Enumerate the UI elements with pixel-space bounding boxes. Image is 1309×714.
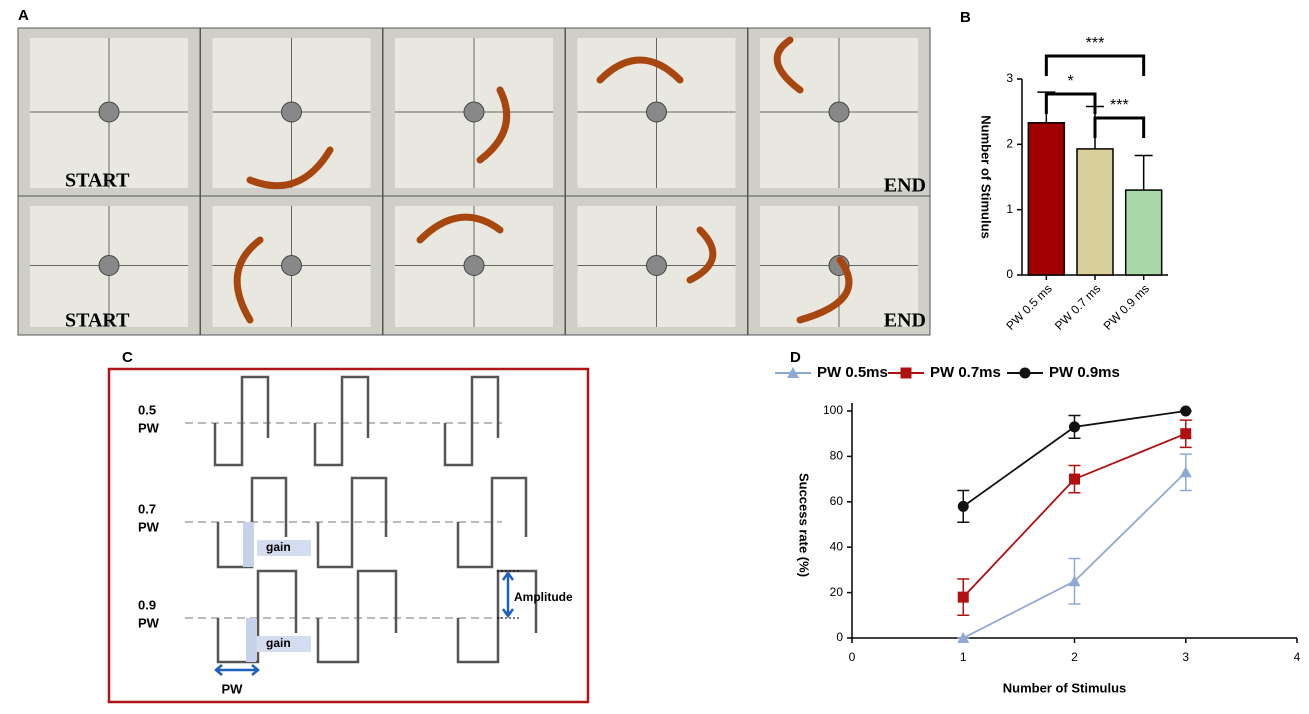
row-label: PW bbox=[138, 420, 160, 435]
pw-label: PW bbox=[222, 681, 244, 696]
y-tick-label: 40 bbox=[830, 539, 844, 553]
gain-shade bbox=[243, 522, 253, 567]
bar bbox=[1028, 123, 1064, 275]
legend-label: PW 0.9ms bbox=[1049, 364, 1120, 381]
arena-center bbox=[829, 102, 849, 122]
row-label: 0.5 bbox=[138, 402, 156, 417]
amplitude-label: Amplitude bbox=[514, 590, 573, 604]
y-tick-label: 0 bbox=[1006, 267, 1013, 281]
panel-c-frame bbox=[109, 369, 588, 702]
y-tick-label: 3 bbox=[1006, 71, 1013, 85]
x-axis-label: Number of Stimulus bbox=[1003, 680, 1127, 695]
significance-label: *** bbox=[1110, 97, 1129, 114]
significance-bracket bbox=[1046, 94, 1095, 114]
row-label: 0.9 bbox=[138, 597, 156, 612]
panel-letter: B bbox=[960, 9, 971, 26]
y-tick-label: 80 bbox=[830, 449, 844, 463]
point bbox=[1180, 466, 1192, 477]
x-tick-label: 3 bbox=[1182, 650, 1189, 664]
x-tick-label: 4 bbox=[1294, 650, 1301, 664]
series-line bbox=[963, 472, 1186, 638]
y-axis-label: Number of Stimulus bbox=[979, 115, 994, 239]
panel-letter: C bbox=[122, 349, 133, 366]
photo-grid bbox=[18, 28, 930, 335]
y-tick-label: 100 bbox=[823, 403, 843, 417]
point bbox=[1069, 474, 1080, 485]
x-tick-label: 2 bbox=[1071, 650, 1078, 664]
x-tick-label: PW 0.7 ms bbox=[1052, 281, 1103, 332]
y-tick-label: 20 bbox=[830, 585, 844, 599]
y-axis-label: Success rate (%) bbox=[797, 473, 812, 577]
arena-center bbox=[99, 256, 119, 276]
x-tick-label: PW 0.5 ms bbox=[1003, 281, 1054, 332]
arena-center bbox=[647, 102, 667, 122]
y-tick-label: 2 bbox=[1006, 137, 1013, 151]
arena-center bbox=[464, 256, 484, 276]
page: { "panel_letters": ["A", "B", "C", "D"],… bbox=[0, 0, 1309, 709]
x-tick-label: 1 bbox=[960, 650, 967, 664]
arena-center bbox=[647, 256, 667, 276]
gain-shade bbox=[246, 618, 256, 662]
significance-label: *** bbox=[1086, 35, 1105, 52]
panel-letter: D bbox=[790, 349, 801, 366]
panel-letter: A bbox=[18, 7, 29, 24]
arena-center bbox=[282, 102, 302, 122]
bar bbox=[1126, 190, 1162, 275]
photo-label: END bbox=[884, 310, 926, 332]
y-tick-label: 1 bbox=[1006, 202, 1013, 216]
photo-label: START bbox=[65, 310, 130, 332]
arena-center bbox=[282, 256, 302, 276]
y-tick-label: 60 bbox=[830, 494, 844, 508]
x-tick-label: 0 bbox=[849, 650, 856, 664]
legend-label: PW 0.5ms bbox=[817, 364, 888, 381]
figure: A B C D START END START END 0.5 PW 0.7 PW 0.9 PW gain g… bbox=[0, 0, 1309, 709]
point bbox=[958, 592, 969, 603]
error-bar bbox=[1135, 155, 1153, 190]
point bbox=[1069, 421, 1080, 432]
photo-label: START bbox=[65, 170, 130, 192]
gain-label: gain bbox=[266, 540, 291, 554]
bar bbox=[1077, 149, 1113, 275]
x-tick-label: PW 0.9 ms bbox=[1101, 281, 1152, 332]
photo-label: END bbox=[884, 175, 926, 197]
significance-bracket bbox=[1046, 56, 1143, 76]
significance-bracket bbox=[1095, 118, 1144, 138]
legend-label: PW 0.7ms bbox=[930, 364, 1001, 381]
legend-marker bbox=[901, 368, 912, 379]
point bbox=[1180, 406, 1191, 417]
point bbox=[1180, 428, 1191, 439]
row-label: PW bbox=[138, 615, 160, 630]
row-label: 0.7 bbox=[138, 501, 156, 516]
legend-marker bbox=[1020, 368, 1031, 379]
arena-center bbox=[464, 102, 484, 122]
gain-label: gain bbox=[266, 636, 291, 650]
y-tick-label: 0 bbox=[836, 630, 843, 644]
significance-label: * bbox=[1068, 73, 1074, 90]
point bbox=[958, 501, 969, 512]
arena-center bbox=[99, 102, 119, 122]
row-label: PW bbox=[138, 519, 160, 534]
